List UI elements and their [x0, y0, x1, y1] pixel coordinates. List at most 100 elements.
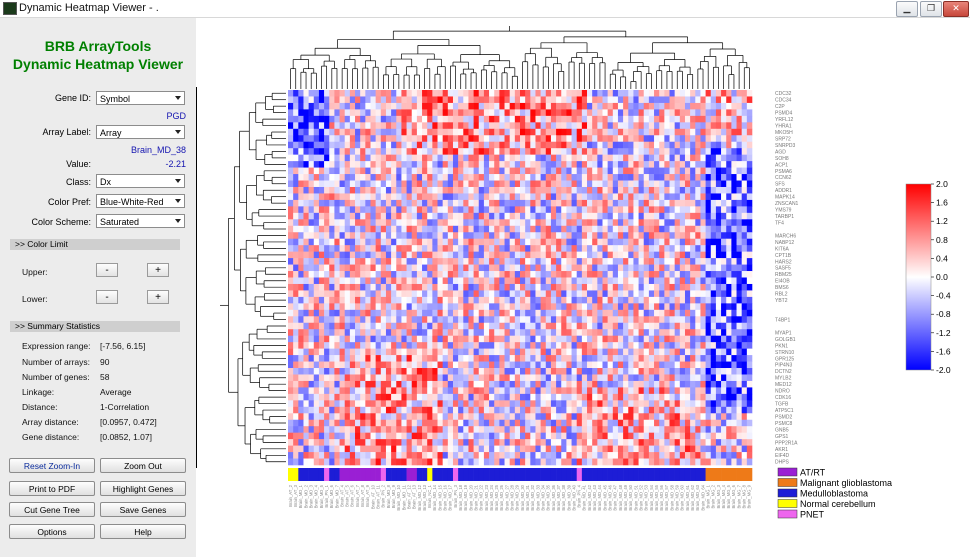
heatmap-cell: [741, 271, 748, 278]
highlight-genes-button[interactable]: Highlight Genes: [100, 481, 186, 496]
heatmap-cell: [628, 283, 634, 291]
heatmap-cell: [360, 135, 366, 143]
options-button[interactable]: Options: [9, 524, 95, 539]
heatmap-cell: [648, 122, 655, 130]
heatmap-cell: [721, 219, 727, 227]
reset-zoom-button[interactable]: Reset Zoom-In: [9, 458, 95, 473]
heatmap-cell: [550, 322, 557, 330]
heatmap-cell: [458, 342, 464, 349]
heatmap-cell: [478, 258, 485, 265]
heatmap-cell: [458, 406, 464, 414]
heatmap-cell: [705, 309, 712, 317]
color-pref-select[interactable]: Blue-White-Red: [96, 194, 185, 208]
heatmap-cell: [447, 154, 454, 162]
heatmap-cell: [576, 219, 583, 227]
heatmap-cell: [442, 186, 449, 194]
heatmap-cell: [391, 348, 397, 356]
heatmap-cell: [313, 380, 320, 388]
heatmap-cell: [344, 355, 351, 362]
heatmap-cell: [741, 154, 748, 162]
heatmap-cell: [355, 374, 361, 382]
heatmap-cell: [690, 316, 696, 324]
heatmap-cell: [545, 387, 552, 395]
heatmap-cell: [447, 174, 454, 181]
heatmap-cell: [612, 90, 619, 97]
heatmap-cell: [617, 128, 624, 136]
print-pdf-button[interactable]: Print to PDF: [9, 481, 95, 496]
heatmap-cell: [365, 232, 371, 240]
heatmap-cell: [499, 380, 505, 388]
heatmap-cell: [349, 245, 356, 252]
heatmap-cell: [525, 380, 531, 388]
class-select[interactable]: Dx: [96, 174, 185, 188]
array-label-select[interactable]: Array: [96, 125, 185, 139]
heatmap-cell: [679, 342, 686, 349]
heatmap-cell: [648, 141, 655, 149]
heatmap-cell: [592, 122, 598, 130]
heatmap-cell: [545, 316, 552, 324]
heatmap-cell: [427, 206, 433, 214]
heatmap-cell: [530, 309, 536, 317]
summary-header[interactable]: >> Summary Statistics: [10, 321, 180, 332]
heatmap-cell: [576, 154, 583, 162]
upper-increase-button[interactable]: +: [147, 263, 169, 277]
maximize-button[interactable]: ❐: [920, 1, 942, 17]
heatmap-cell: [313, 148, 320, 155]
lower-increase-button[interactable]: +: [147, 290, 169, 304]
close-button[interactable]: ✕: [943, 1, 969, 17]
heatmap-cell: [576, 115, 583, 123]
heatmap-cell: [339, 122, 346, 130]
heatmap-cell: [690, 232, 696, 240]
gene-id-select[interactable]: Symbol: [96, 91, 185, 105]
heatmap-cell: [721, 380, 727, 388]
minimize-button[interactable]: ▁: [896, 1, 918, 17]
heatmap-cell: [623, 283, 629, 291]
heatmap-cell: [520, 186, 526, 194]
heatmap-cell: [478, 219, 485, 227]
lower-decrease-button[interactable]: -: [96, 290, 118, 304]
zoom-out-button[interactable]: Zoom Out: [100, 458, 186, 473]
heatmap-cell: [746, 193, 753, 201]
heatmap-cell: [360, 380, 366, 388]
heatmap-cell: [633, 406, 639, 414]
heatmap-cell: [514, 283, 521, 291]
heatmap-cell: [741, 135, 748, 143]
color-limit-header[interactable]: >> Color Limit: [10, 239, 180, 250]
heatmap-cell: [288, 348, 294, 356]
heatmap-cell: [355, 219, 361, 227]
heatmap-cell: [607, 90, 614, 97]
heatmap-cell: [710, 374, 717, 382]
heatmap-cell: [715, 316, 722, 324]
heatmap-cell: [303, 400, 309, 408]
heatmap-cell: [427, 393, 433, 401]
heatmap-cell: [669, 374, 675, 382]
heatmap-cell: [571, 135, 578, 143]
upper-decrease-button[interactable]: -: [96, 263, 118, 277]
heatmap-cell: [468, 406, 474, 414]
heatmap-cell: [525, 296, 531, 304]
heatmap-cell: [478, 368, 485, 375]
cut-gene-tree-button[interactable]: Cut Gene Tree: [9, 502, 95, 517]
heatmap-cell: [592, 368, 598, 375]
save-genes-button[interactable]: Save Genes: [100, 502, 186, 517]
heatmap-cell: [736, 225, 742, 233]
heatmap-cell: [669, 212, 675, 220]
heatmap-cell: [504, 238, 510, 246]
heatmap-cell: [545, 199, 552, 207]
heatmap-cell: [401, 186, 407, 194]
heatmap-svg[interactable]: CDC32CDC34C2PPSMD4YRFL12YHRA1MKO5HSRP72S…: [196, 18, 970, 557]
heatmap-cell: [530, 296, 536, 304]
heatmap-cell: [324, 342, 330, 349]
heatmap-cell: [391, 193, 397, 201]
heatmap-cell: [313, 290, 320, 298]
help-button[interactable]: Help: [100, 524, 186, 539]
color-scheme-select[interactable]: Saturated: [96, 214, 185, 228]
heatmap-cell: [726, 109, 732, 117]
heatmap-cell: [355, 193, 361, 201]
heatmap-cell: [623, 115, 629, 123]
heatmap-cell: [416, 296, 423, 304]
heatmap-cell: [715, 322, 722, 330]
heatmap-cell: [736, 199, 742, 207]
heatmap-cell: [411, 186, 418, 194]
heatmap-cell: [520, 309, 526, 317]
